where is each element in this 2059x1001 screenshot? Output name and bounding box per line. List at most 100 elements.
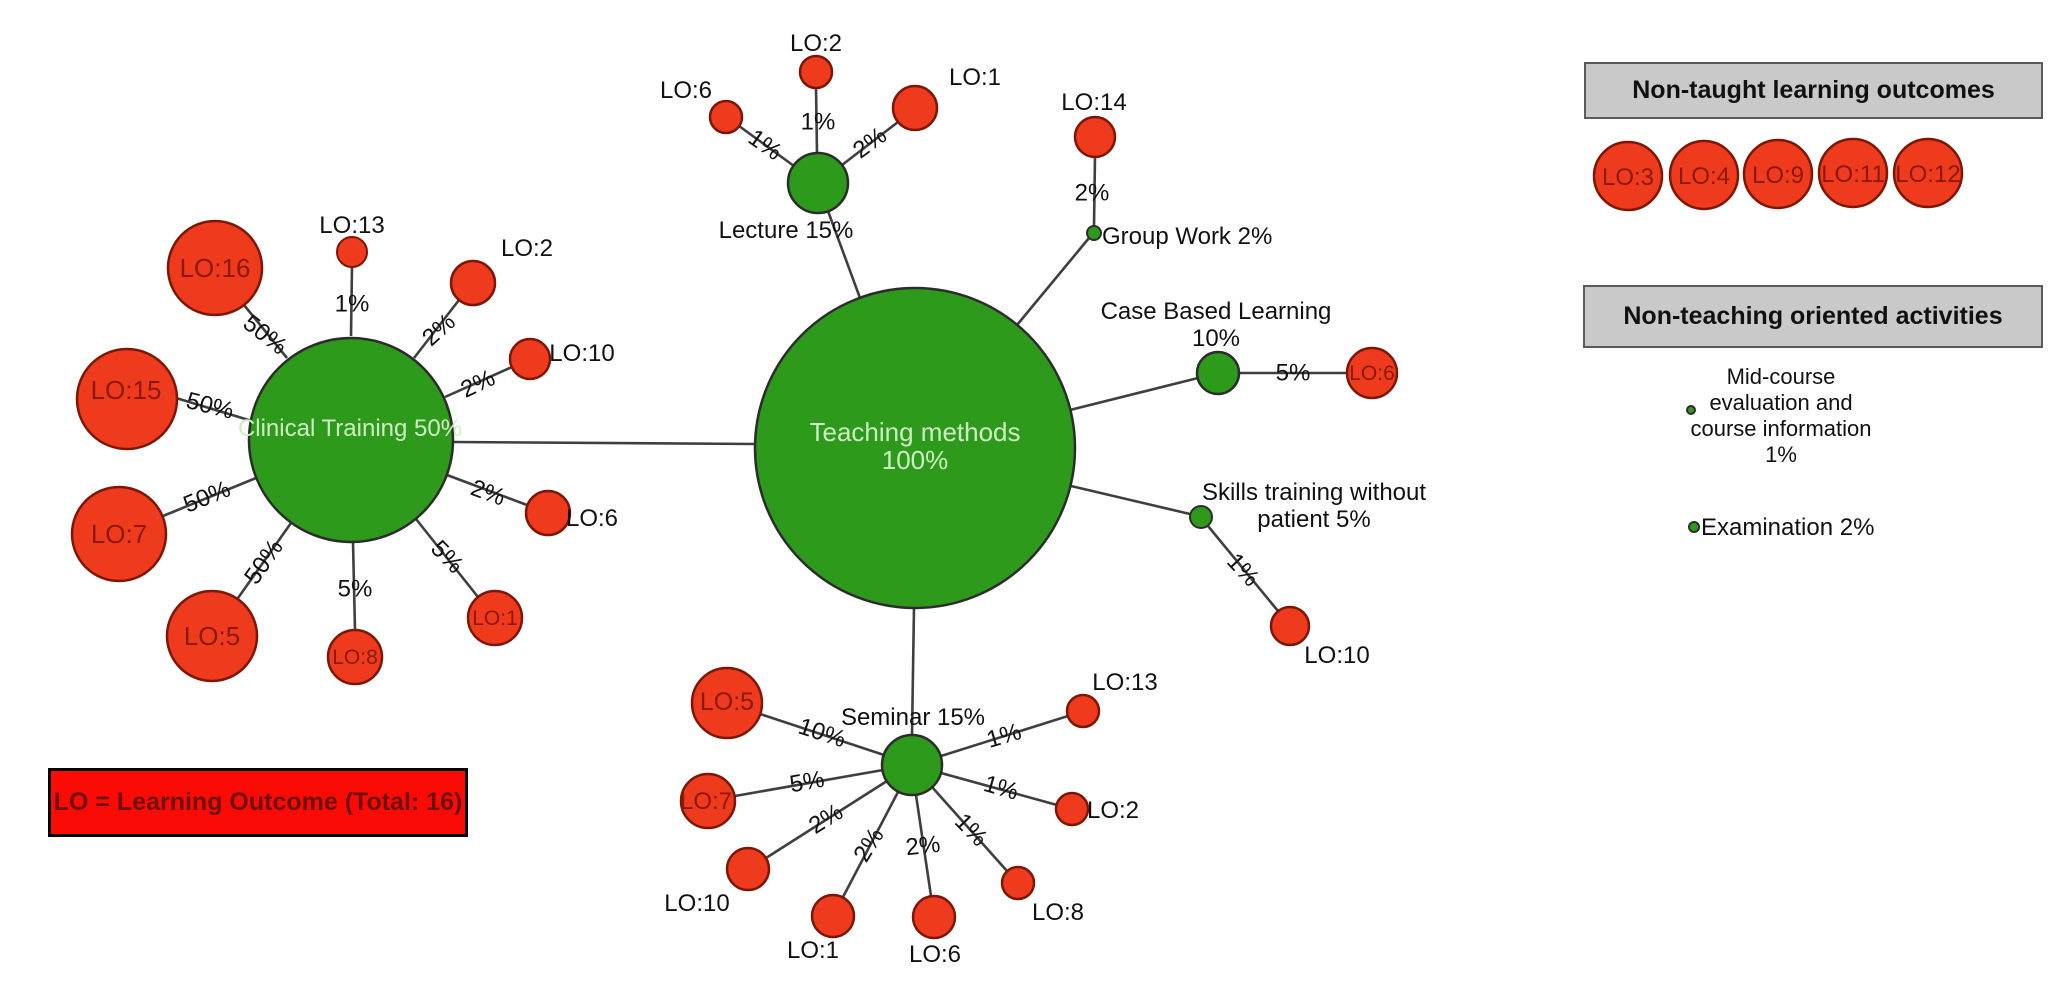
- seminar-lo1-label: LO:1: [787, 937, 839, 964]
- legend-lo3-label: LO:3: [1602, 164, 1654, 191]
- node-teaching-methods: [753, 286, 1077, 610]
- edge-seminar-lo10-label: 2%: [804, 798, 848, 839]
- edge-teaching-lecture: [826, 210, 862, 299]
- node-lecture-lo6: [708, 99, 744, 135]
- edge-lecture-lo1-label: 2%: [848, 122, 892, 164]
- edge-cbl-lo6-label: 5%: [1276, 360, 1311, 387]
- edge-skills-lo10: [1206, 525, 1280, 612]
- edge-clinical-lo13-label: 1%: [335, 291, 370, 318]
- clinical-lo13-label: LO:13: [319, 212, 384, 239]
- node-clinical-lo15: [75, 347, 179, 451]
- groupwork-lo14-label: LO:14: [1061, 89, 1126, 116]
- edge-seminar-lo6: [914, 794, 933, 897]
- clinical-training-label: Clinical Training 50%: [238, 415, 462, 442]
- node-lecture-lo2: [798, 54, 834, 90]
- edge-lecture-lo6-label: 1%: [743, 124, 787, 166]
- clinical-lo2-label: LO:2: [501, 235, 553, 262]
- node-skills-training: [1189, 505, 1213, 529]
- edge-clinical-lo15-label: 50%: [183, 387, 236, 425]
- edge-seminar-lo7: [734, 768, 884, 798]
- cbl-lo6-label: LO:6: [1349, 362, 1395, 385]
- clinical-lo1-label: LO:1: [472, 607, 518, 630]
- edge-clinical-lo5-label: 50%: [239, 535, 289, 590]
- node-seminar-lo2: [1054, 791, 1090, 827]
- clinical-lo10-label: LO:10: [549, 340, 614, 367]
- edge-clinical-teaching: [452, 440, 756, 446]
- edge-seminar-lo13: [940, 714, 1069, 758]
- clinical-lo16-label: LO:16: [180, 253, 251, 283]
- edge-clinical-lo13: [349, 266, 354, 337]
- node-examination-dot: [1688, 521, 1700, 533]
- edge-clinical-lo7-label: 50%: [180, 475, 235, 518]
- edge-seminar-lo5: [759, 712, 885, 757]
- edge-clinical-lo6-label: 2%: [467, 474, 509, 511]
- edge-lecture-lo2: [814, 87, 819, 154]
- edge-clinical-lo10: [444, 365, 513, 399]
- node-lecture: [786, 151, 850, 215]
- edge-clinical-lo10-label: 2%: [457, 364, 500, 403]
- edge-lecture-lo2-label: 1%: [801, 109, 836, 136]
- edge-clinical-lo15: [175, 396, 253, 423]
- edge-teaching-seminar: [910, 607, 916, 736]
- edge-groupwork-lo14-label: 2%: [1075, 180, 1110, 207]
- node-clinical-lo8: [326, 628, 384, 686]
- edge-clinical-lo1: [414, 518, 480, 598]
- edge-clinical-lo8-label: 5%: [338, 576, 373, 603]
- node-clinical-lo6: [524, 489, 572, 537]
- edge-clinical-lo8: [351, 541, 357, 631]
- edge-clinical-lo7: [162, 476, 257, 518]
- seminar-lo10-label: LO:10: [664, 890, 729, 917]
- node-clinical-lo16: [166, 219, 264, 317]
- seminar-lo13-label: LO:13: [1092, 669, 1157, 696]
- node-legend-lo3: [1592, 140, 1664, 212]
- edge-teaching-skills: [1070, 484, 1191, 516]
- lecture-lo6-label: LO:6: [660, 77, 712, 104]
- edge-seminar-lo8: [931, 786, 1008, 872]
- node-legend-lo9: [1742, 138, 1814, 210]
- edge-clinical-lo2: [412, 299, 461, 359]
- edge-seminar-lo13-label: 1%: [984, 718, 1025, 754]
- node-case-based-learning: [1195, 350, 1241, 396]
- edge-groupwork-lo14: [1092, 156, 1097, 227]
- seminar-lo5-label: LO:5: [700, 688, 754, 716]
- node-clinical-lo13: [336, 236, 368, 268]
- edge-clinical-lo1-label: 5%: [425, 535, 469, 579]
- legend-lo4-label: LO:4: [1678, 163, 1730, 190]
- edge-teaching-cbl: [1069, 376, 1199, 412]
- teaching-methods-label: Teaching methods 100%: [809, 417, 1020, 475]
- edge-lecture-lo1: [841, 120, 899, 167]
- node-clinical-lo2: [449, 259, 497, 307]
- edge-seminar-lo7-label: 5%: [788, 766, 827, 799]
- edge-seminar-lo6-label: 2%: [904, 831, 941, 861]
- node-clinical-lo5: [165, 589, 259, 683]
- edge-lecture-lo6: [738, 124, 795, 168]
- node-seminar-lo6: [911, 894, 957, 940]
- seminar-lo7-label: LO:7: [680, 788, 732, 815]
- node-clinical-lo7: [70, 485, 168, 583]
- edge-seminar-lo2-label: 1%: [981, 770, 1022, 806]
- node-lecture-lo1: [891, 84, 939, 132]
- seminar-lo6-label: LO:6: [909, 941, 961, 968]
- skills-training-label: Skills training without patient 5%: [1202, 479, 1426, 533]
- seminar-lo8-label: LO:8: [1032, 899, 1084, 926]
- legend-lo9-label: LO:9: [1752, 162, 1804, 189]
- edge-clinical-lo6: [446, 473, 528, 507]
- edge-seminar-lo2: [940, 771, 1058, 807]
- node-seminar-lo13: [1065, 693, 1101, 729]
- node-clinical-lo10: [508, 337, 552, 381]
- examination-label: Examination 2%: [1701, 514, 1874, 541]
- edge-clinical-lo5: [236, 522, 293, 599]
- non-teaching-legend-header: Non-teaching oriented activities: [1583, 285, 2043, 348]
- node-clinical-training: [247, 336, 455, 544]
- lo-abbreviation-text: LO = Learning Outcome (Total: 16): [53, 788, 463, 816]
- legend-lo11-label: LO:11: [1821, 161, 1885, 188]
- non-taught-legend-title: Non-taught learning outcomes: [1632, 76, 1995, 104]
- node-legend-lo12: [1892, 137, 1964, 209]
- edge-seminar-lo1-label: 2%: [848, 823, 889, 867]
- node-seminar-lo7: [679, 772, 737, 830]
- edge-teaching-groupwork: [1015, 237, 1091, 326]
- node-clinical-lo1: [466, 589, 524, 647]
- lo-abbreviation-box: LO = Learning Outcome (Total: 16): [48, 768, 468, 837]
- node-cbl-lo6: [1345, 346, 1399, 400]
- node-seminar-lo5: [690, 666, 764, 740]
